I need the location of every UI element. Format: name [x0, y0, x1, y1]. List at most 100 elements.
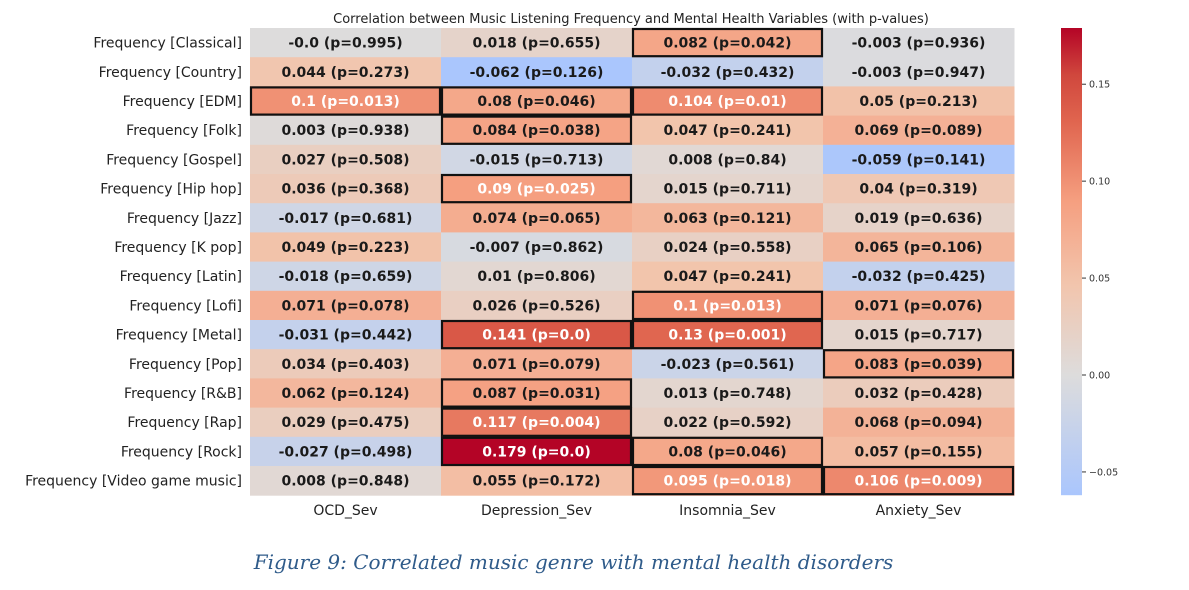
heatmap-cell [441, 290, 633, 321]
row-label: Frequency [Classical] [93, 36, 242, 52]
cell-value-label: -0.032 (p=0.425) [852, 269, 986, 285]
colorbar-gradient [1061, 28, 1082, 496]
significance-outline [822, 349, 1015, 379]
cell-value-label: 0.08 (p=0.046) [668, 444, 786, 460]
heatmap-cell [823, 28, 1015, 58]
heatmap-cell [632, 86, 824, 117]
colorbar-tick-label: 0.10 [1089, 177, 1110, 188]
heatmap-cells: -0.0 (p=0.995) 0.018 (p=0.655) 0.082 (p=0.… [250, 28, 1015, 496]
cell-value-label: 0.117 (p=0.004) [473, 415, 601, 431]
heatmap-cell [823, 232, 1015, 263]
cell-value-label: 0.071 (p=0.079) [473, 357, 601, 373]
colorbar-tick-label: −0.05 [1089, 467, 1118, 478]
cell-value-label: -0.031 (p=0.442) [279, 328, 413, 344]
heatmap-cell [823, 466, 1015, 496]
cell-value-label: 0.013 (p=0.748) [664, 386, 792, 402]
heatmap-cell [250, 261, 442, 292]
row-label: Frequency [Lofi] [129, 298, 242, 314]
cell-value-label: 0.13 (p=0.001) [668, 328, 786, 344]
correlation-heatmap: Correlation between Music Listening Freq… [25, 12, 1118, 519]
heatmap-cell [632, 57, 824, 87]
heatmap-cell [441, 86, 633, 117]
row-label: Frequency [K pop] [114, 240, 242, 256]
heatmap-cell [632, 174, 824, 204]
cell-value-label: 0.095 (p=0.018) [664, 474, 792, 490]
row-label: Frequency [Metal] [116, 328, 242, 344]
heatmap-cell [250, 57, 442, 87]
heatmap-cell [632, 407, 824, 438]
cell-value-label: -0.059 (p=0.141) [852, 152, 986, 168]
heatmap-cell [632, 290, 824, 321]
cell-value-label: 0.09 (p=0.025) [477, 182, 595, 198]
heatmap-cell [441, 115, 633, 146]
heatmap-cell [250, 320, 442, 350]
heatmap-cell [632, 28, 824, 58]
heatmap-cell [823, 174, 1015, 204]
heatmap-cell [632, 261, 824, 292]
cell-value-label: -0.032 (p=0.432) [661, 65, 795, 81]
significance-outline [249, 86, 442, 116]
cell-value-label: -0.015 (p=0.713) [470, 152, 604, 168]
cell-value-label: 0.106 (p=0.009) [855, 474, 983, 490]
column-label: OCD_Sev [313, 503, 377, 519]
heatmap-cell [823, 378, 1015, 409]
row-label: Frequency [Hip hop] [100, 182, 242, 198]
heatmap-cell [250, 28, 442, 58]
cell-value-label: 0.082 (p=0.042) [664, 36, 792, 52]
cell-value-label: 0.084 (p=0.038) [473, 123, 601, 139]
heatmap-cell [250, 232, 442, 263]
heatmap-cell [441, 378, 633, 409]
significance-outline [631, 465, 824, 496]
heatmap-cell [250, 174, 442, 204]
heatmap-cell [441, 57, 633, 87]
cell-value-label: 0.071 (p=0.076) [855, 298, 983, 314]
row-label: Frequency [EDM] [123, 94, 242, 110]
heatmap-cell [250, 115, 442, 146]
heatmap-cell [632, 203, 824, 233]
cell-value-label: -0.017 (p=0.681) [279, 211, 413, 227]
heatmap-cell [823, 290, 1015, 321]
heatmap-cell [823, 349, 1015, 379]
cell-value-label: 0.019 (p=0.636) [855, 211, 983, 227]
column-label: Anxiety_Sev [876, 503, 962, 519]
row-label: Frequency [Jazz] [127, 211, 242, 227]
cell-value-label: 0.034 (p=0.403) [282, 357, 410, 373]
row-label: Frequency [Latin] [120, 269, 242, 285]
column-label: Depression_Sev [481, 503, 592, 519]
cell-value-label: 0.08 (p=0.046) [477, 94, 595, 110]
cell-value-label: 0.069 (p=0.089) [855, 123, 983, 139]
significance-outlines [249, 27, 1015, 496]
heatmap-cell [441, 261, 633, 292]
heatmap-cell [250, 86, 442, 117]
significance-outline [440, 86, 633, 116]
row-label: Frequency [Gospel] [106, 152, 242, 168]
cell-value-label: -0.003 (p=0.947) [852, 65, 986, 81]
significance-outline [631, 27, 824, 58]
cell-value-label: 0.05 (p=0.213) [859, 94, 977, 110]
significance-outline [440, 436, 633, 467]
cell-value-label: 0.063 (p=0.121) [664, 211, 792, 227]
heatmap-cell [250, 378, 442, 409]
heatmap-cell [823, 203, 1015, 233]
row-label: Frequency [Pop] [129, 357, 242, 373]
heatmap-cell [250, 144, 442, 175]
chart-title: Correlation between Music Listening Freq… [333, 12, 929, 27]
heatmap-cell [250, 290, 442, 321]
cell-value-label: 0.044 (p=0.273) [282, 65, 410, 81]
heatmap-cell [823, 407, 1015, 438]
colorbar: 0.15 0.10 0.05 0.00 −0.05 [1061, 28, 1118, 496]
heatmap-cell [441, 466, 633, 496]
significance-outline [440, 173, 633, 204]
cell-value-label: -0.062 (p=0.126) [470, 65, 604, 81]
heatmap-cell [632, 466, 824, 496]
significance-outline [440, 319, 633, 350]
heatmap-cell [823, 115, 1015, 146]
significance-outline [631, 290, 824, 321]
heatmap-cell [250, 203, 442, 233]
heatmap-cell [823, 86, 1015, 117]
cell-value-label: 0.047 (p=0.241) [664, 269, 792, 285]
row-labels: Frequency [Classical] Frequency [Country]… [25, 36, 242, 490]
heatmap-cell [632, 378, 824, 409]
cell-value-label: 0.104 (p=0.01) [668, 94, 786, 110]
heatmap-cell [823, 144, 1015, 175]
